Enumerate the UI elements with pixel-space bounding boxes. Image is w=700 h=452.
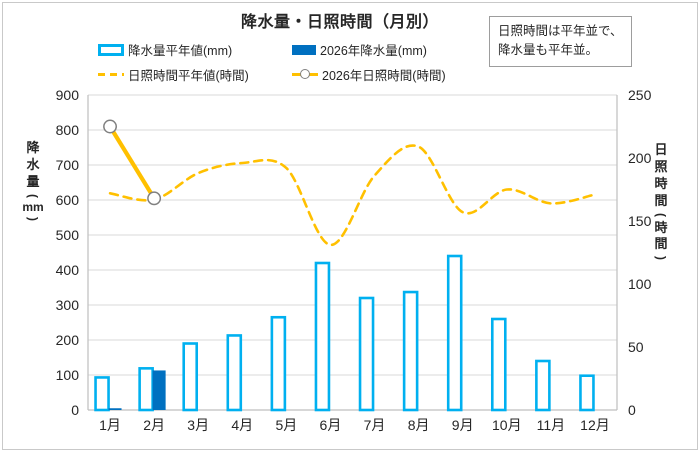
bars-precip-normal — [94, 254, 595, 412]
sunshine-2026-line — [103, 119, 162, 206]
axis-title-char: 照 — [654, 158, 668, 174]
legend-item: 日照時間平年値(時間) — [98, 65, 280, 84]
svg-text:1月: 1月 — [99, 417, 121, 433]
svg-text:2月: 2月 — [143, 417, 165, 433]
svg-text:11月: 11月 — [537, 417, 566, 433]
axis-title-char: 日 — [654, 142, 668, 157]
precip-2026-swatch-icon — [292, 44, 316, 55]
svg-text:300: 300 — [56, 297, 80, 313]
axis-title-char: 量 — [26, 173, 40, 189]
axis-title-char: 間 — [654, 236, 668, 252]
legend-item: 2026年日照時間(時間) — [292, 65, 446, 84]
axis-title-unit: mm — [22, 199, 44, 214]
legend-item: 降水量平年値(mm) — [98, 40, 280, 59]
note-line: 日照時間は平年並で、 — [498, 24, 623, 38]
svg-text:200: 200 — [56, 332, 80, 348]
svg-text:400: 400 — [56, 262, 80, 278]
axis-title-char: 水 — [26, 156, 40, 172]
svg-text:5月: 5月 — [275, 417, 297, 433]
line-marker-circle-icon — [147, 191, 162, 206]
svg-text:500: 500 — [56, 227, 80, 243]
plot-border — [87, 95, 618, 411]
note-box: 日照時間は平年並で、 降水量も平年並。 — [489, 16, 632, 67]
svg-text:600: 600 — [56, 192, 80, 208]
gridlines — [88, 94, 617, 376]
axis-title-char: 時 — [654, 175, 668, 191]
legend-marker-icon — [300, 69, 310, 79]
svg-text:12月: 12月 — [580, 417, 610, 433]
sunshine-normal-swatch-icon — [98, 73, 124, 76]
svg-text:6月: 6月 — [320, 417, 342, 433]
legend-label: 降水量平年値(mm) — [128, 44, 233, 58]
legend-item: 2026年降水量(mm) — [292, 40, 446, 59]
right-axis-title: 日照時間(時間) — [650, 142, 672, 263]
axis-title-char: 降 — [26, 140, 40, 155]
bars-precip-2026 — [108, 370, 166, 410]
sunshine-normal-line — [108, 144, 597, 247]
svg-text:10月: 10月 — [492, 417, 522, 433]
svg-text:200: 200 — [628, 150, 652, 166]
x-axis-labels: 1月 2月 3月 4月 5月 6月 7月 8月 9月 10月 11月 12月 — [99, 417, 610, 433]
left-axis-title: 降水量(mm) — [22, 140, 44, 224]
svg-text:900: 900 — [56, 87, 80, 103]
sunshine-2026-swatch-icon — [292, 69, 318, 80]
line-marker-circle-icon — [103, 119, 117, 134]
left-axis-ticks: 0 100 200 300 400 500 600 700 800 900 — [56, 87, 80, 418]
svg-text:700: 700 — [56, 157, 80, 173]
axis-title-char: 時 — [654, 219, 668, 235]
svg-text:50: 50 — [628, 339, 644, 355]
legend: 降水量平年値(mm) 2026年降水量(mm) 日照時間平年値(時間) 2026年日照… — [98, 40, 446, 84]
right-axis-ticks: 0 50 100 150 200 250 — [628, 87, 652, 418]
svg-text:3月: 3月 — [187, 417, 209, 433]
svg-text:800: 800 — [56, 122, 80, 138]
svg-text:250: 250 — [628, 87, 652, 103]
svg-text:8月: 8月 — [408, 417, 430, 433]
svg-text:100: 100 — [628, 276, 652, 292]
svg-text:0: 0 — [71, 402, 79, 418]
precip-normal-swatch-icon — [98, 43, 124, 56]
legend-label: 2026年日照時間(時間) — [322, 69, 446, 83]
svg-text:7月: 7月 — [364, 417, 386, 433]
legend-label: 日照時間平年値(時間) — [128, 69, 249, 83]
svg-text:100: 100 — [56, 367, 80, 383]
chart-title: 降水量・日照時間（月別） — [240, 14, 439, 31]
axis-title-char: 間 — [654, 192, 668, 208]
svg-text:4月: 4月 — [231, 417, 253, 433]
svg-text:0: 0 — [628, 402, 636, 418]
svg-text:150: 150 — [628, 213, 652, 229]
svg-text:9月: 9月 — [452, 417, 474, 433]
note-line: 降水量も平年並。 — [498, 43, 599, 58]
legend-label: 2026年降水量(mm) — [320, 44, 427, 58]
